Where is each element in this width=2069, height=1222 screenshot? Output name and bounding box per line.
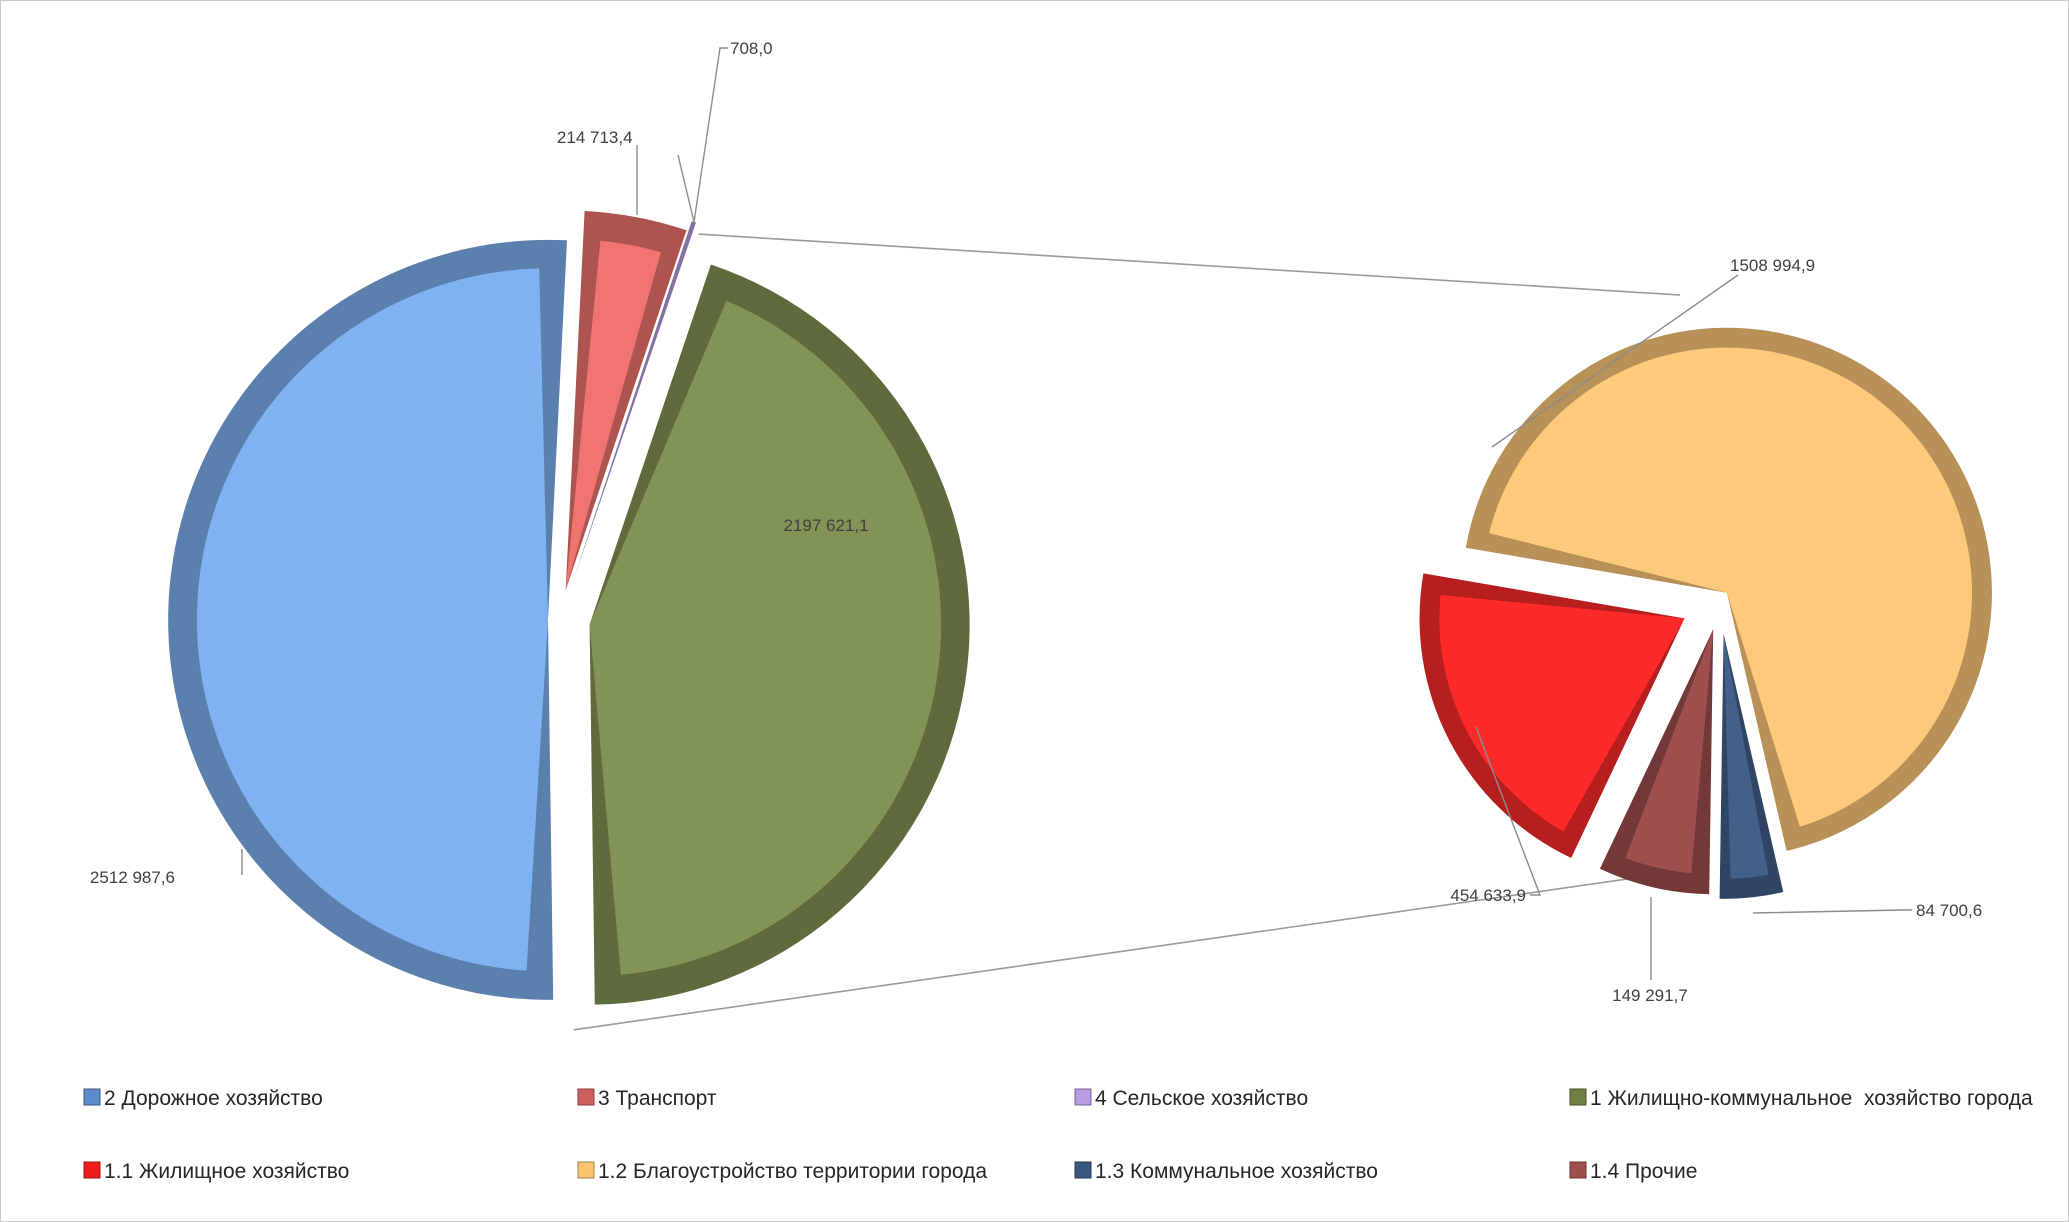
legend-label: 2 Дорожное хозяйство	[104, 1087, 323, 1110]
leader-line-1-1-жилищное-хозяйство	[1475, 726, 1542, 896]
slice-1-2-благоустройство-территории-города	[1465, 327, 1992, 851]
data-label-1-4-прочие: 149 291,7	[1612, 986, 1688, 1005]
slice-2-дорожное-хозяйство	[168, 239, 567, 1000]
data-label-3-транспорт: 214 713,4	[557, 128, 633, 147]
legend-label: 1.4 Прочие	[1590, 1160, 1697, 1183]
legend-item-2-дорожное-хозяйство: 2 Дорожное хозяйство	[83, 1087, 323, 1110]
data-labels: 2512 987,6 214 713,4 708,0 2197 621,1 1508 9…	[90, 39, 1982, 1005]
secondary-pie	[1419, 327, 1992, 899]
slice-1-3-коммунальное-хозяйство	[1719, 633, 1784, 899]
legend-swatch	[1569, 1088, 1587, 1106]
legend-label: 1.1 Жилищное хозяйство	[104, 1160, 349, 1183]
leader-line-1-2-благоустройство-территории-города	[1491, 274, 1739, 448]
data-label-4-сельское-хозяйство: 708,0	[730, 39, 773, 58]
legend-item-1-3-коммунальное-хозяйство: 1.3 Коммунальное хозяйство	[1074, 1160, 1378, 1183]
legend-swatch	[577, 1088, 595, 1106]
legend-swatch	[1074, 1161, 1092, 1179]
legend-label: 1.3 Коммунальное хозяйство	[1095, 1160, 1378, 1183]
data-label-1-1-жилищное-хозяйство: 454 633,9	[1450, 886, 1526, 905]
connector-line-bottom	[573, 869, 1691, 1031]
legend-swatch	[577, 1161, 595, 1179]
legend-swatch	[1569, 1161, 1587, 1179]
connector-lines	[573, 233, 1691, 1031]
legend-item-1-1-жилищное-хозяйство: 1.1 Жилищное хозяйство	[83, 1160, 349, 1183]
legend-item-3-транспорт: 3 Транспорт	[577, 1087, 717, 1110]
slice-4-сельское-хозяйство	[572, 221, 696, 583]
main-pie	[168, 211, 970, 1005]
legend-swatch	[83, 1088, 101, 1106]
slice-1-1-жилищное-хозяйство	[1419, 573, 1685, 858]
slice-1-жилищно-коммунальное-хозяйство-города	[589, 264, 970, 1005]
legend-swatch	[83, 1161, 101, 1179]
data-label-1-3-коммунальное-хозяйство: 84 700,6	[1916, 901, 1982, 920]
data-label-1-2-благоустройство-территории-города: 1508 994,9	[1730, 256, 1815, 275]
legend-item-1-жилищно-коммунальное-хозяйство-города: 1 Жилищно-коммунальное хозяйство города	[1569, 1087, 2033, 1110]
leader-line-4-сельское-хозяйство	[693, 47, 728, 223]
legend-swatch	[1074, 1088, 1092, 1106]
legend-item-1-2-благоустройство-территории-города: 1.2 Благоустройство территории города	[577, 1160, 987, 1183]
leader-line-1-3-коммунальное-хозяйство	[1752, 909, 1912, 914]
legend: 2 Дорожное хозяйство 3 Транспорт 4 Сельско…	[83, 1087, 2033, 1183]
legend-item-4-сельское-хозяйство: 4 Сельское хозяйство	[1074, 1087, 1308, 1110]
legend-label: 1 Жилищно-коммунальное хозяйство города	[1590, 1087, 2033, 1110]
legend-label: 1.2 Благоустройство территории города	[598, 1160, 987, 1183]
data-label-1-жилищно-коммунальное-хозяйство-города: 2197 621,1	[783, 516, 868, 535]
connector-line-top	[698, 233, 1681, 296]
legend-label: 4 Сельское хозяйство	[1095, 1087, 1308, 1110]
data-label-2-дорожное-хозяйство: 2512 987,6	[90, 868, 175, 887]
leader-line-4-сельское-хозяйство-tail	[677, 154, 695, 223]
slice-1-4-прочие	[1599, 629, 1714, 895]
legend-item-1-4-прочие: 1.4 Прочие	[1569, 1160, 1697, 1183]
legend-label: 3 Транспорт	[598, 1087, 717, 1110]
slice-3-транспорт	[565, 211, 687, 591]
